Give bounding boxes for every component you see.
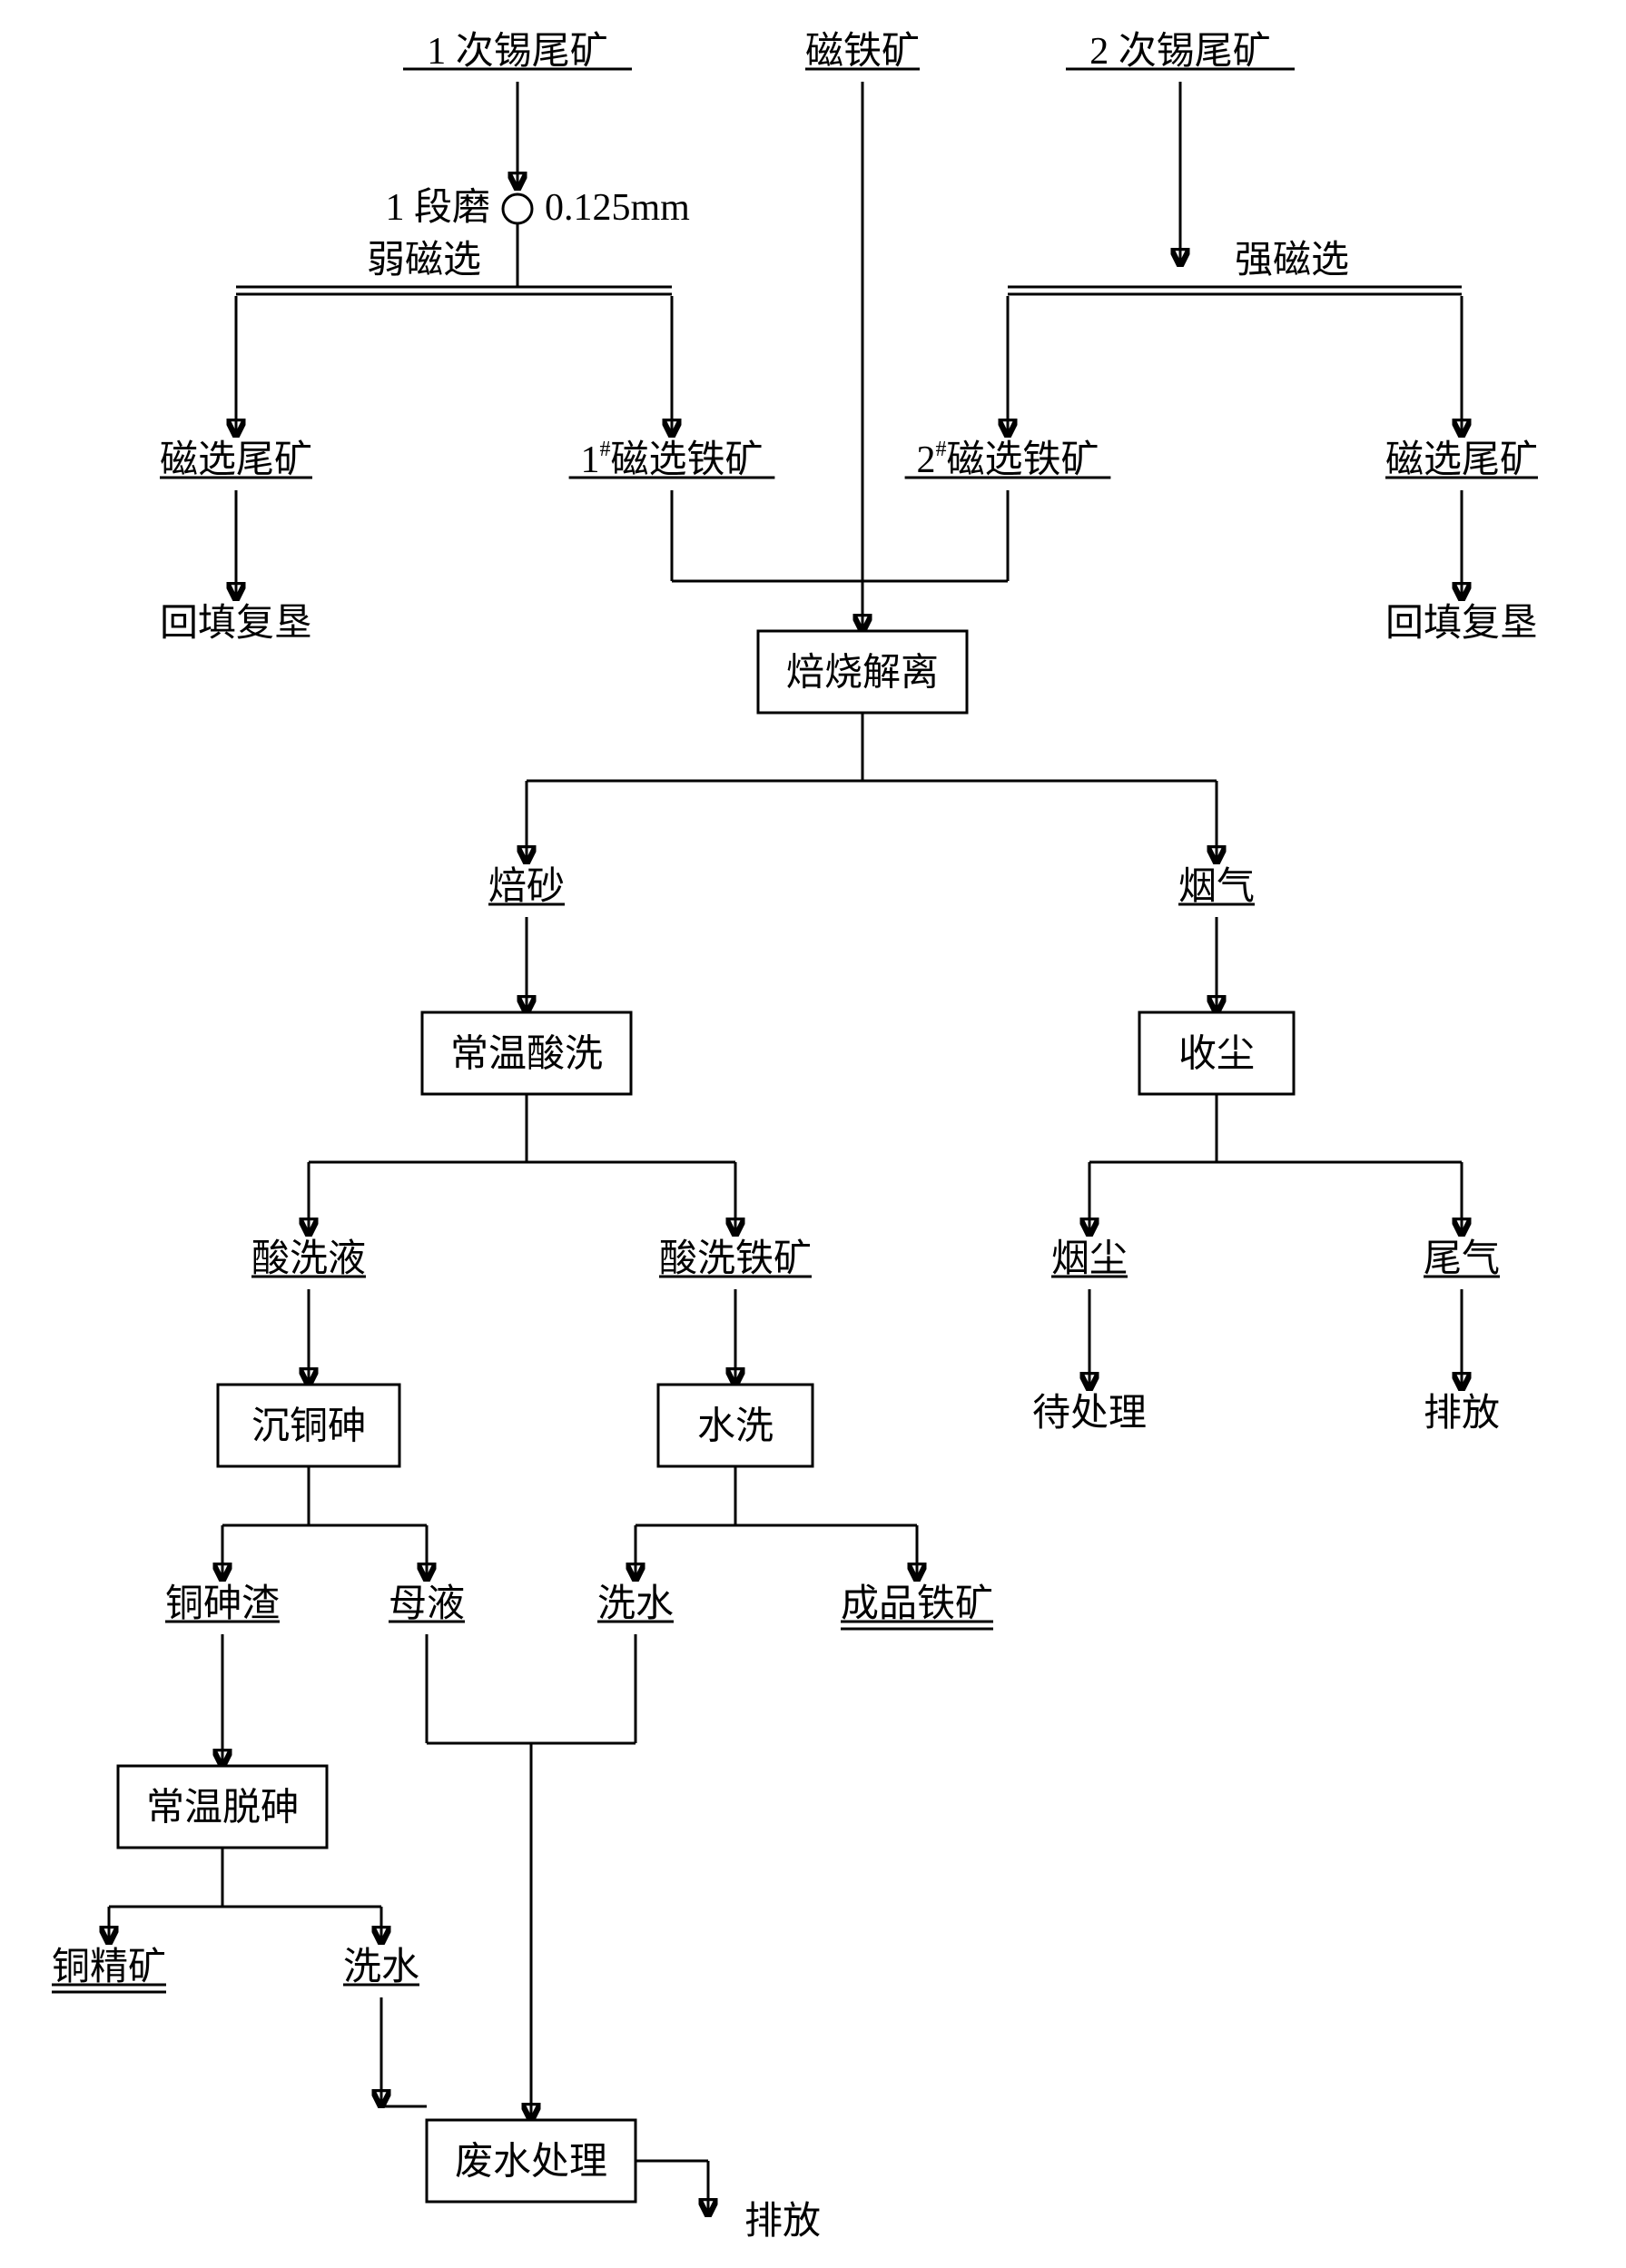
svg-text:铜砷渣: 铜砷渣 [165,1583,280,1625]
process-flowchart: 1 次锡尾矿 磁铁矿 2 次锡尾矿 1 段磨 0.125mm 弱磁选磁选尾矿 1#磁选铁矿 强… [0,0,1626,2268]
svg-text:焙烧解离: 焙烧解离 [786,652,939,695]
svg-text:2 次锡尾矿: 2 次锡尾矿 [1089,31,1271,73]
svg-text:常温脱砷: 常温脱砷 [146,1788,299,1829]
svg-text:待处理: 待处理 [1032,1393,1147,1435]
svg-text:1 段磨: 1 段磨 [385,187,490,229]
svg-text:回填复垦: 回填复垦 [1385,603,1538,645]
svg-text:母液: 母液 [389,1583,465,1625]
svg-text:酸洗铁矿: 酸洗铁矿 [659,1238,812,1280]
svg-text:洗水: 洗水 [597,1583,674,1625]
svg-text:废水处理: 废水处理 [455,2142,607,2184]
svg-text:磁选尾矿: 磁选尾矿 [160,439,312,481]
svg-text:磁铁矿: 磁铁矿 [805,31,920,73]
svg-text:1#磁选铁矿: 1#磁选铁矿 [580,438,763,481]
svg-text:铜精矿: 铜精矿 [52,1947,166,1988]
svg-text:洗水: 洗水 [343,1947,419,1988]
svg-text:水洗: 水洗 [697,1406,774,1448]
svg-text:排放: 排放 [1424,1393,1500,1435]
svg-text:常温酸洗: 常温酸洗 [450,1034,603,1076]
svg-text:烟气: 烟气 [1178,866,1255,908]
svg-text:弱磁选: 弱磁选 [367,240,481,281]
svg-text:焙砂: 焙砂 [488,865,565,908]
svg-text:酸洗液: 酸洗液 [251,1238,366,1280]
svg-text:尾气: 尾气 [1424,1238,1500,1280]
svg-text:排放: 排放 [744,2201,821,2243]
svg-text:2#磁选铁矿: 2#磁选铁矿 [916,438,1099,481]
svg-text:烟尘: 烟尘 [1051,1238,1128,1280]
svg-text:1 次锡尾矿: 1 次锡尾矿 [427,31,608,73]
svg-text:磁选尾矿: 磁选尾矿 [1385,439,1538,481]
svg-text:收尘: 收尘 [1178,1034,1255,1076]
svg-text:回填复垦: 回填复垦 [160,603,312,645]
svg-text:沉铜砷: 沉铜砷 [251,1406,366,1448]
svg-text:成品铁矿: 成品铁矿 [841,1583,993,1625]
svg-text:0.125mm: 0.125mm [545,187,690,229]
svg-text:强磁选: 强磁选 [1235,240,1349,281]
